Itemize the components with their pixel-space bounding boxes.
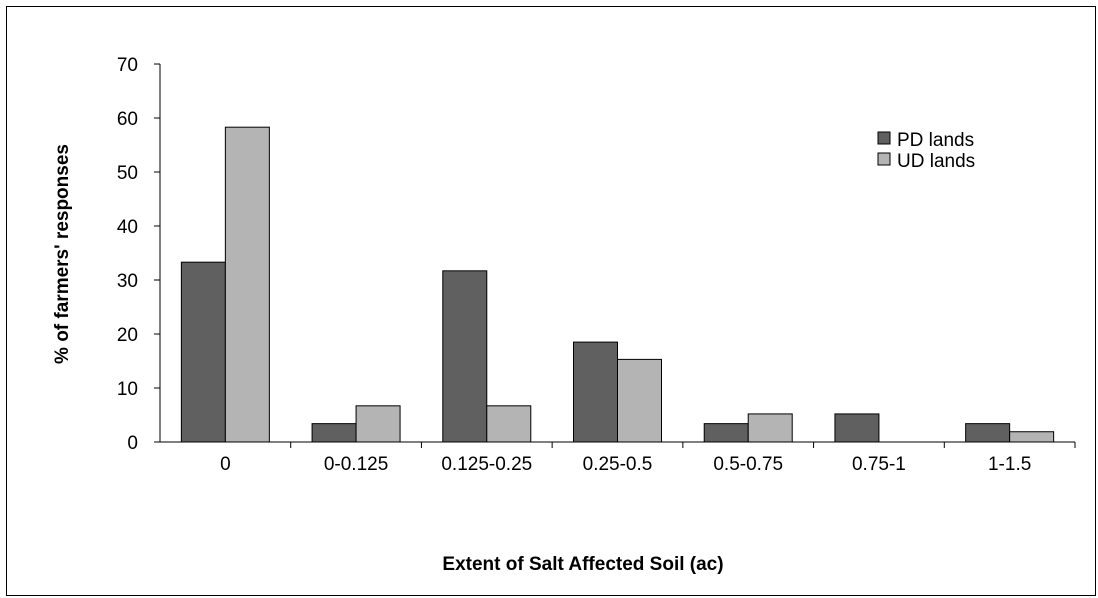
bars bbox=[180, 126, 1055, 443]
y-tick-label: 0 bbox=[127, 433, 138, 454]
legend-swatch-ud-lands bbox=[877, 152, 891, 166]
x-tick-label: 0-0.125 bbox=[324, 454, 388, 475]
bar-pd-lands bbox=[703, 423, 749, 443]
bar-ud-lands bbox=[224, 126, 270, 443]
bar-pd-lands bbox=[573, 341, 618, 443]
bar-pd-lands bbox=[180, 261, 226, 443]
bar-ud-lands bbox=[355, 405, 401, 443]
y-axis-ticks: 0 10 20 30 40 50 60 70 bbox=[117, 55, 160, 454]
y-axis-title: % of farmers' responses bbox=[52, 144, 73, 364]
legend-label-ud-lands: UD lands bbox=[897, 151, 975, 172]
bar-pd-lands bbox=[834, 413, 880, 443]
y-tick-label: 30 bbox=[117, 271, 138, 292]
bar-ud-lands bbox=[617, 358, 662, 443]
bar-ud-lands bbox=[1009, 431, 1055, 443]
x-tick-label: 0.25-0.5 bbox=[583, 454, 653, 475]
x-tick-label: 0.75-1 bbox=[852, 454, 906, 475]
y-tick-label: 70 bbox=[117, 55, 138, 76]
bar-pd-lands bbox=[442, 270, 488, 443]
x-tick-label: 0.125-0.25 bbox=[441, 454, 532, 475]
y-tick-label: 40 bbox=[117, 217, 138, 238]
bar-ud-lands bbox=[486, 405, 532, 443]
y-tick-label: 50 bbox=[117, 163, 138, 184]
y-tick-label: 10 bbox=[117, 379, 138, 400]
x-tick-label: 0 bbox=[220, 454, 231, 475]
x-axis-ticks: 0 0-0.125 0.125-0.25 0.25-0.5 0.5-0.75 0.75-1… bbox=[220, 442, 1076, 475]
bar-pd-lands bbox=[311, 423, 357, 443]
legend: PD lands UD lands bbox=[877, 130, 975, 172]
y-tick-label: 20 bbox=[117, 325, 138, 346]
x-tick-label: 1-1.5 bbox=[988, 454, 1031, 475]
bar-ud-lands bbox=[747, 413, 793, 443]
legend-label-pd-lands: PD lands bbox=[897, 130, 974, 151]
x-axis-title: Extent of Salt Affected Soil (ac) bbox=[442, 554, 723, 575]
x-tick-label: 0.5-0.75 bbox=[713, 454, 783, 475]
bar-pd-lands bbox=[965, 423, 1011, 443]
legend-swatch-pd-lands bbox=[877, 131, 891, 145]
y-tick-label: 60 bbox=[117, 109, 138, 130]
